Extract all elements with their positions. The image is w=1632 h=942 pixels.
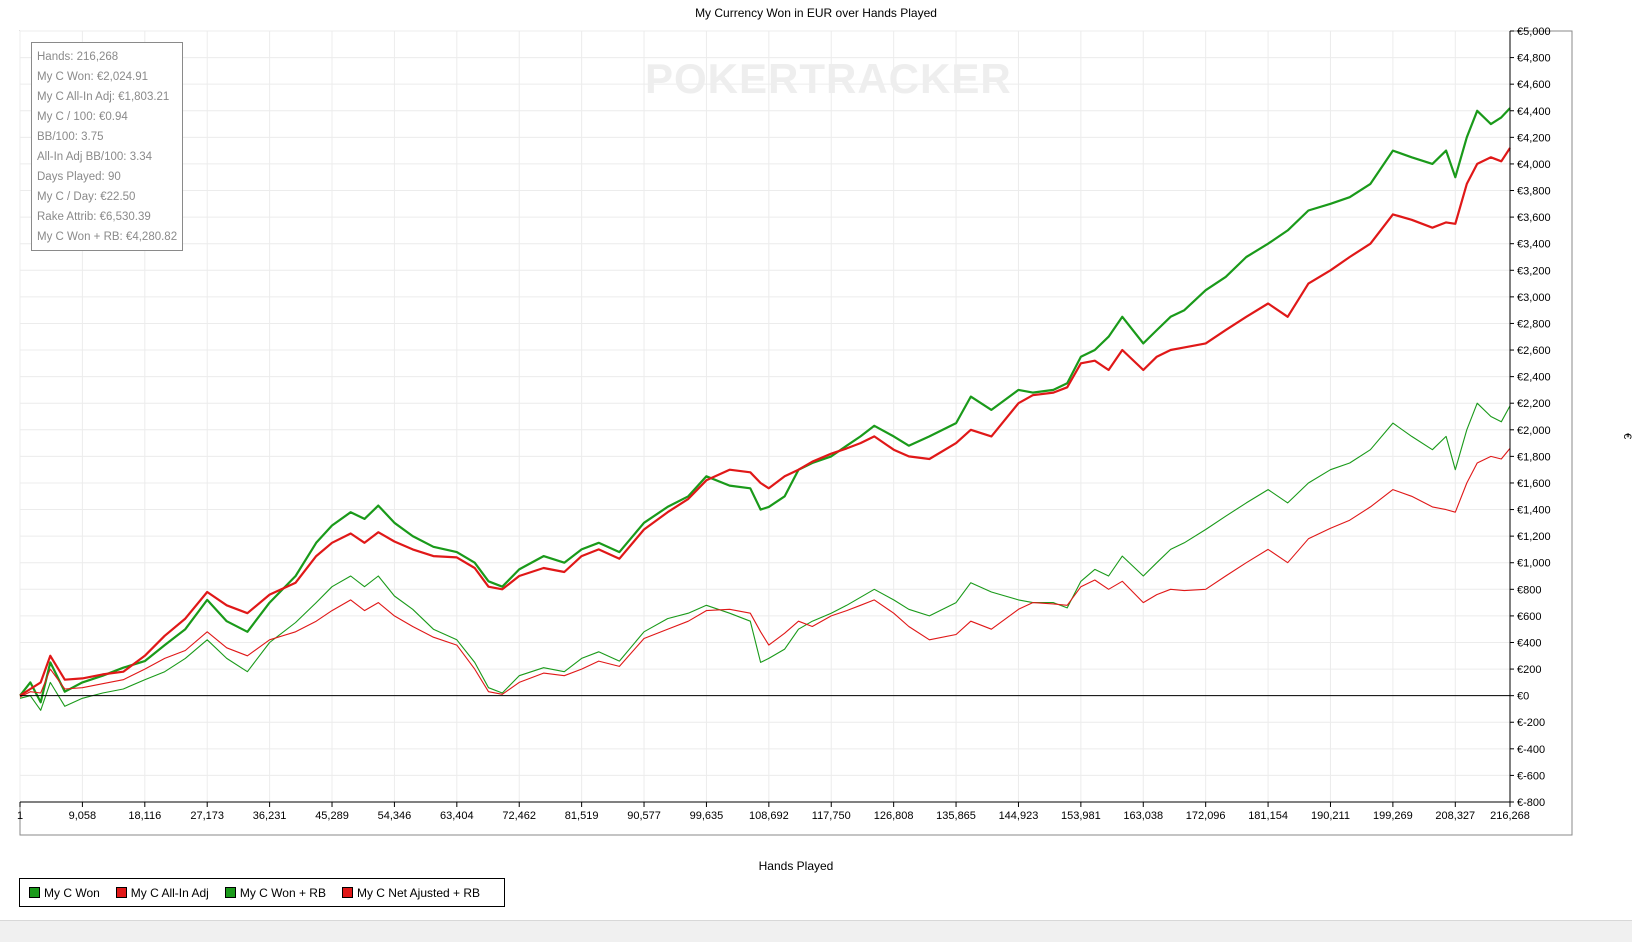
y-tick-label: €600 [1517, 611, 1541, 623]
legend-label: My C Net Ajusted + RB [356, 885, 481, 900]
series-line-my-c-won-rb [19, 107, 1511, 704]
stat-allin-adj: My C All-In Adj: €1,803.21 [37, 91, 170, 103]
x-tick-label: 181,154 [1248, 810, 1288, 822]
x-tick-label: 153,981 [1061, 810, 1101, 822]
x-tick-label: 45,289 [315, 810, 349, 822]
x-tick-label: 54,346 [378, 810, 412, 822]
legend-item-won-rb[interactable]: My C Won + RB [224, 885, 326, 900]
y-tick-label: €400 [1517, 637, 1541, 649]
stat-won-rb: My C Won + RB: €4,280.82 [37, 231, 178, 243]
x-tick-label: 9,058 [69, 810, 97, 822]
x-tick-label: 216,268 [1490, 810, 1530, 822]
y-tick-label: €4,400 [1517, 106, 1551, 118]
x-tick-label: 18,116 [128, 810, 161, 822]
y-tick-label: €1,400 [1517, 505, 1551, 517]
y-tick-label: €3,000 [1517, 292, 1551, 304]
legend-label: My C Won [44, 885, 100, 900]
y-axis-label: € [1621, 433, 1632, 439]
x-tick-label: 144,923 [999, 810, 1039, 822]
legend-swatch-red [341, 887, 353, 898]
x-tick-label: 72,462 [502, 810, 536, 822]
y-tick-label: €0 [1517, 691, 1529, 703]
y-tick-label: €4,600 [1517, 79, 1551, 91]
y-tick-label: €4,000 [1517, 159, 1551, 171]
x-tick-label: 108,692 [749, 810, 789, 822]
x-axis: 1 9,058 18,116 27,173 36,231 45,289 54,346 63,4… [17, 801, 1530, 822]
y-tick-label: €4,200 [1517, 132, 1551, 144]
stat-days-played: Days Played: 90 [37, 171, 121, 183]
y-tick-label: €2,000 [1517, 425, 1551, 437]
y-tick-label: €2,800 [1517, 318, 1551, 330]
y-tick-label: €-400 [1517, 744, 1545, 756]
status-bar [0, 920, 1632, 942]
stat-per-100: My C / 100: €0.94 [37, 111, 128, 123]
y-tick-label: €1,600 [1517, 478, 1551, 490]
legend-item-net-rb[interactable]: My C Net Ajusted + RB [341, 885, 481, 900]
series-line-my-c-net-ajusted-rb [19, 147, 1511, 697]
y-tick-label: €-800 [1517, 797, 1545, 809]
y-tick-label: €4,800 [1517, 53, 1551, 65]
y-tick-label: €3,400 [1517, 239, 1551, 251]
stats-panel: Hands: 216,268 My C Won: €2,024.91 My C … [31, 42, 183, 251]
plot-area [19, 30, 1573, 836]
y-tick-label: €3,800 [1517, 186, 1551, 198]
x-tick-label: 208,327 [1435, 810, 1475, 822]
legend-swatch-green [224, 887, 236, 898]
x-tick-label: 99,635 [690, 810, 724, 822]
legend-swatch-red [115, 887, 127, 898]
x-tick-label: 81,519 [565, 810, 599, 822]
series-lines [19, 107, 1511, 711]
x-tick-label: 199,269 [1373, 810, 1413, 822]
chart-title: My Currency Won in EUR over Hands Played [695, 6, 937, 20]
stat-hands: Hands: 216,268 [37, 51, 119, 63]
pokertracker-watermark: POKERTRACKER [645, 55, 1012, 102]
y-tick-label: €3,600 [1517, 212, 1551, 224]
y-tick-label: €-600 [1517, 770, 1545, 782]
series-line-my-c-won [19, 402, 1511, 711]
x-tick-label: 126,808 [874, 810, 914, 822]
stat-bb-100: BB/100: 3.75 [37, 131, 104, 143]
x-tick-label: 1 [17, 810, 23, 822]
chart-legend: My C Won My C All-In Adj My C Won + RB M… [19, 878, 505, 907]
y-tick-label: €-200 [1517, 717, 1545, 729]
series-line-my-c-all-in-adj [19, 448, 1511, 698]
legend-swatch-green [29, 887, 40, 898]
x-tick-label: 172,096 [1186, 810, 1226, 822]
y-tick-label: €1,200 [1517, 531, 1551, 543]
y-tick-label: €3,200 [1517, 265, 1551, 277]
y-tick-label: €2,400 [1517, 372, 1551, 384]
x-tick-label: 135,865 [936, 810, 976, 822]
y-tick-label: €800 [1517, 584, 1541, 596]
stat-rake: Rake Attrib: €6,530.39 [37, 211, 151, 223]
x-tick-label: 36,231 [253, 810, 287, 822]
legend-item-allin-adj[interactable]: My C All-In Adj [115, 885, 209, 900]
legend-label: My C Won + RB [239, 885, 326, 900]
x-tick-label: 190,211 [1311, 810, 1350, 822]
x-axis-label: Hands Played [759, 859, 834, 873]
y-tick-label: €1,800 [1517, 451, 1551, 463]
stat-won: My C Won: €2,024.91 [37, 71, 149, 83]
legend-item-won[interactable]: My C Won [29, 886, 100, 900]
stat-allin-bb-100: All-In Adj BB/100: 3.34 [37, 151, 153, 163]
x-tick-label: 117,750 [812, 810, 851, 822]
x-tick-label: 63,404 [440, 810, 474, 822]
stat-per-day: My C / Day: €22.50 [37, 191, 136, 203]
legend-label: My C All-In Adj [130, 885, 209, 900]
x-tick-label: 90,577 [627, 810, 661, 822]
y-tick-label: €2,600 [1517, 345, 1551, 357]
x-tick-label: 27,173 [190, 810, 224, 822]
y-tick-label: €2,200 [1517, 398, 1551, 410]
y-axis: €-800 €-600 €-400 €-200 €0 €200 €400 €600 €800 €1… [1509, 26, 1551, 809]
grid [19, 30, 1511, 803]
y-tick-label: €5,000 [1517, 26, 1551, 38]
y-tick-label: €200 [1517, 664, 1541, 676]
x-tick-label: 163,038 [1123, 810, 1163, 822]
y-tick-label: €1,000 [1517, 558, 1551, 570]
